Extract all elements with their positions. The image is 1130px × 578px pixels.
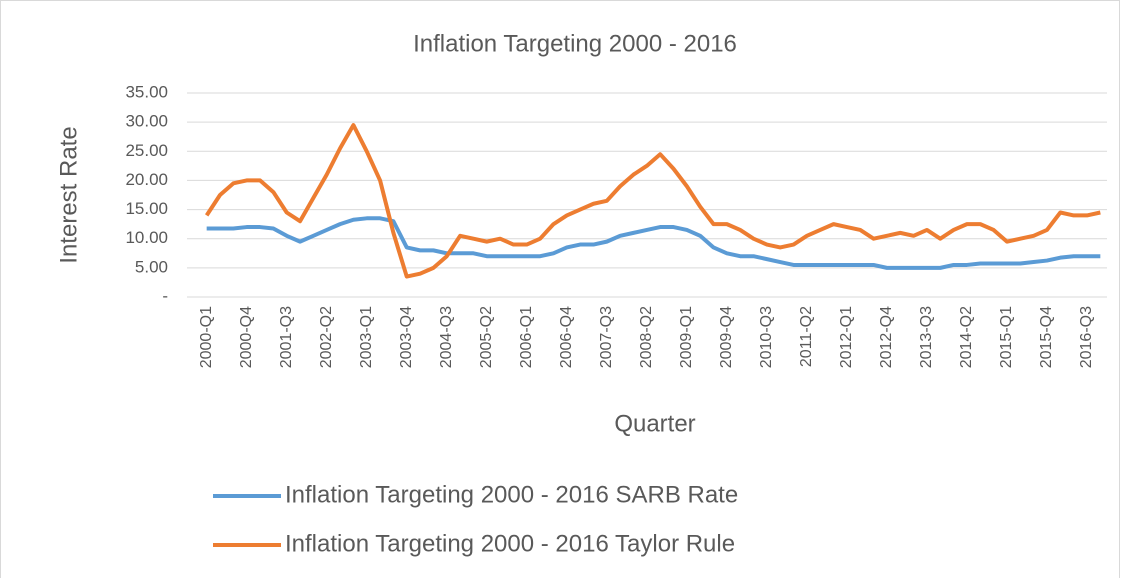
legend-label: Inflation Targeting 2000 - 2016 Taylor R… — [285, 530, 735, 557]
x-tick-label: 2006-Q1 — [518, 306, 535, 368]
y-tick-label: - — [162, 286, 168, 305]
y-tick-label: 20.00 — [125, 170, 168, 189]
x-tick-label: 2005-Q2 — [478, 306, 495, 368]
x-axis-label: Quarter — [614, 410, 695, 437]
legend-label: Inflation Targeting 2000 - 2016 SARB Rat… — [285, 481, 738, 508]
x-tick-label: 2007-Q3 — [598, 306, 615, 368]
x-tick-label: 2001-Q3 — [278, 306, 295, 368]
x-tick-label: 2015-Q1 — [998, 306, 1015, 368]
y-tick-label: 35.00 — [125, 82, 168, 101]
line-series — [206, 216, 1101, 270]
y-tick-label: 10.00 — [125, 228, 168, 247]
x-tick-label: 2011-Q2 — [798, 306, 815, 367]
y-tick-label: 30.00 — [125, 112, 168, 131]
x-tick-label: 2012-Q4 — [878, 306, 895, 368]
x-tick-label: 2013-Q3 — [918, 306, 935, 368]
x-tick-label: 2016-Q3 — [1078, 306, 1095, 368]
x-tick-label: 2000-Q4 — [238, 306, 255, 368]
y-tick-label: 15.00 — [125, 199, 168, 218]
x-tick-label: 2003-Q1 — [358, 306, 375, 368]
x-tick-label: 2015-Q4 — [1038, 306, 1055, 368]
x-tick-label: 2009-Q1 — [678, 306, 695, 368]
chart-title: Inflation Targeting 2000 - 2016 — [413, 30, 737, 57]
x-tick-label: 2014-Q2 — [958, 306, 975, 368]
x-tick-label: 2000-Q1 — [198, 306, 215, 368]
x-tick-label: 2002-Q2 — [318, 306, 335, 368]
line-series — [204, 123, 1101, 279]
x-tick-label: 2006-Q4 — [558, 306, 575, 368]
y-axis-label: Interest Rate — [55, 126, 82, 263]
x-tick-label: 2004-Q3 — [438, 306, 455, 368]
x-tick-label: 2003-Q4 — [398, 306, 415, 368]
x-tick-label: 2008-Q2 — [638, 306, 655, 368]
x-tick-label: 2012-Q1 — [838, 306, 855, 368]
x-tick-label: 2009-Q4 — [718, 306, 735, 368]
y-tick-label: 25.00 — [125, 141, 168, 160]
x-tick-label: 2010-Q3 — [758, 306, 775, 368]
y-tick-label: 5.00 — [135, 257, 168, 276]
